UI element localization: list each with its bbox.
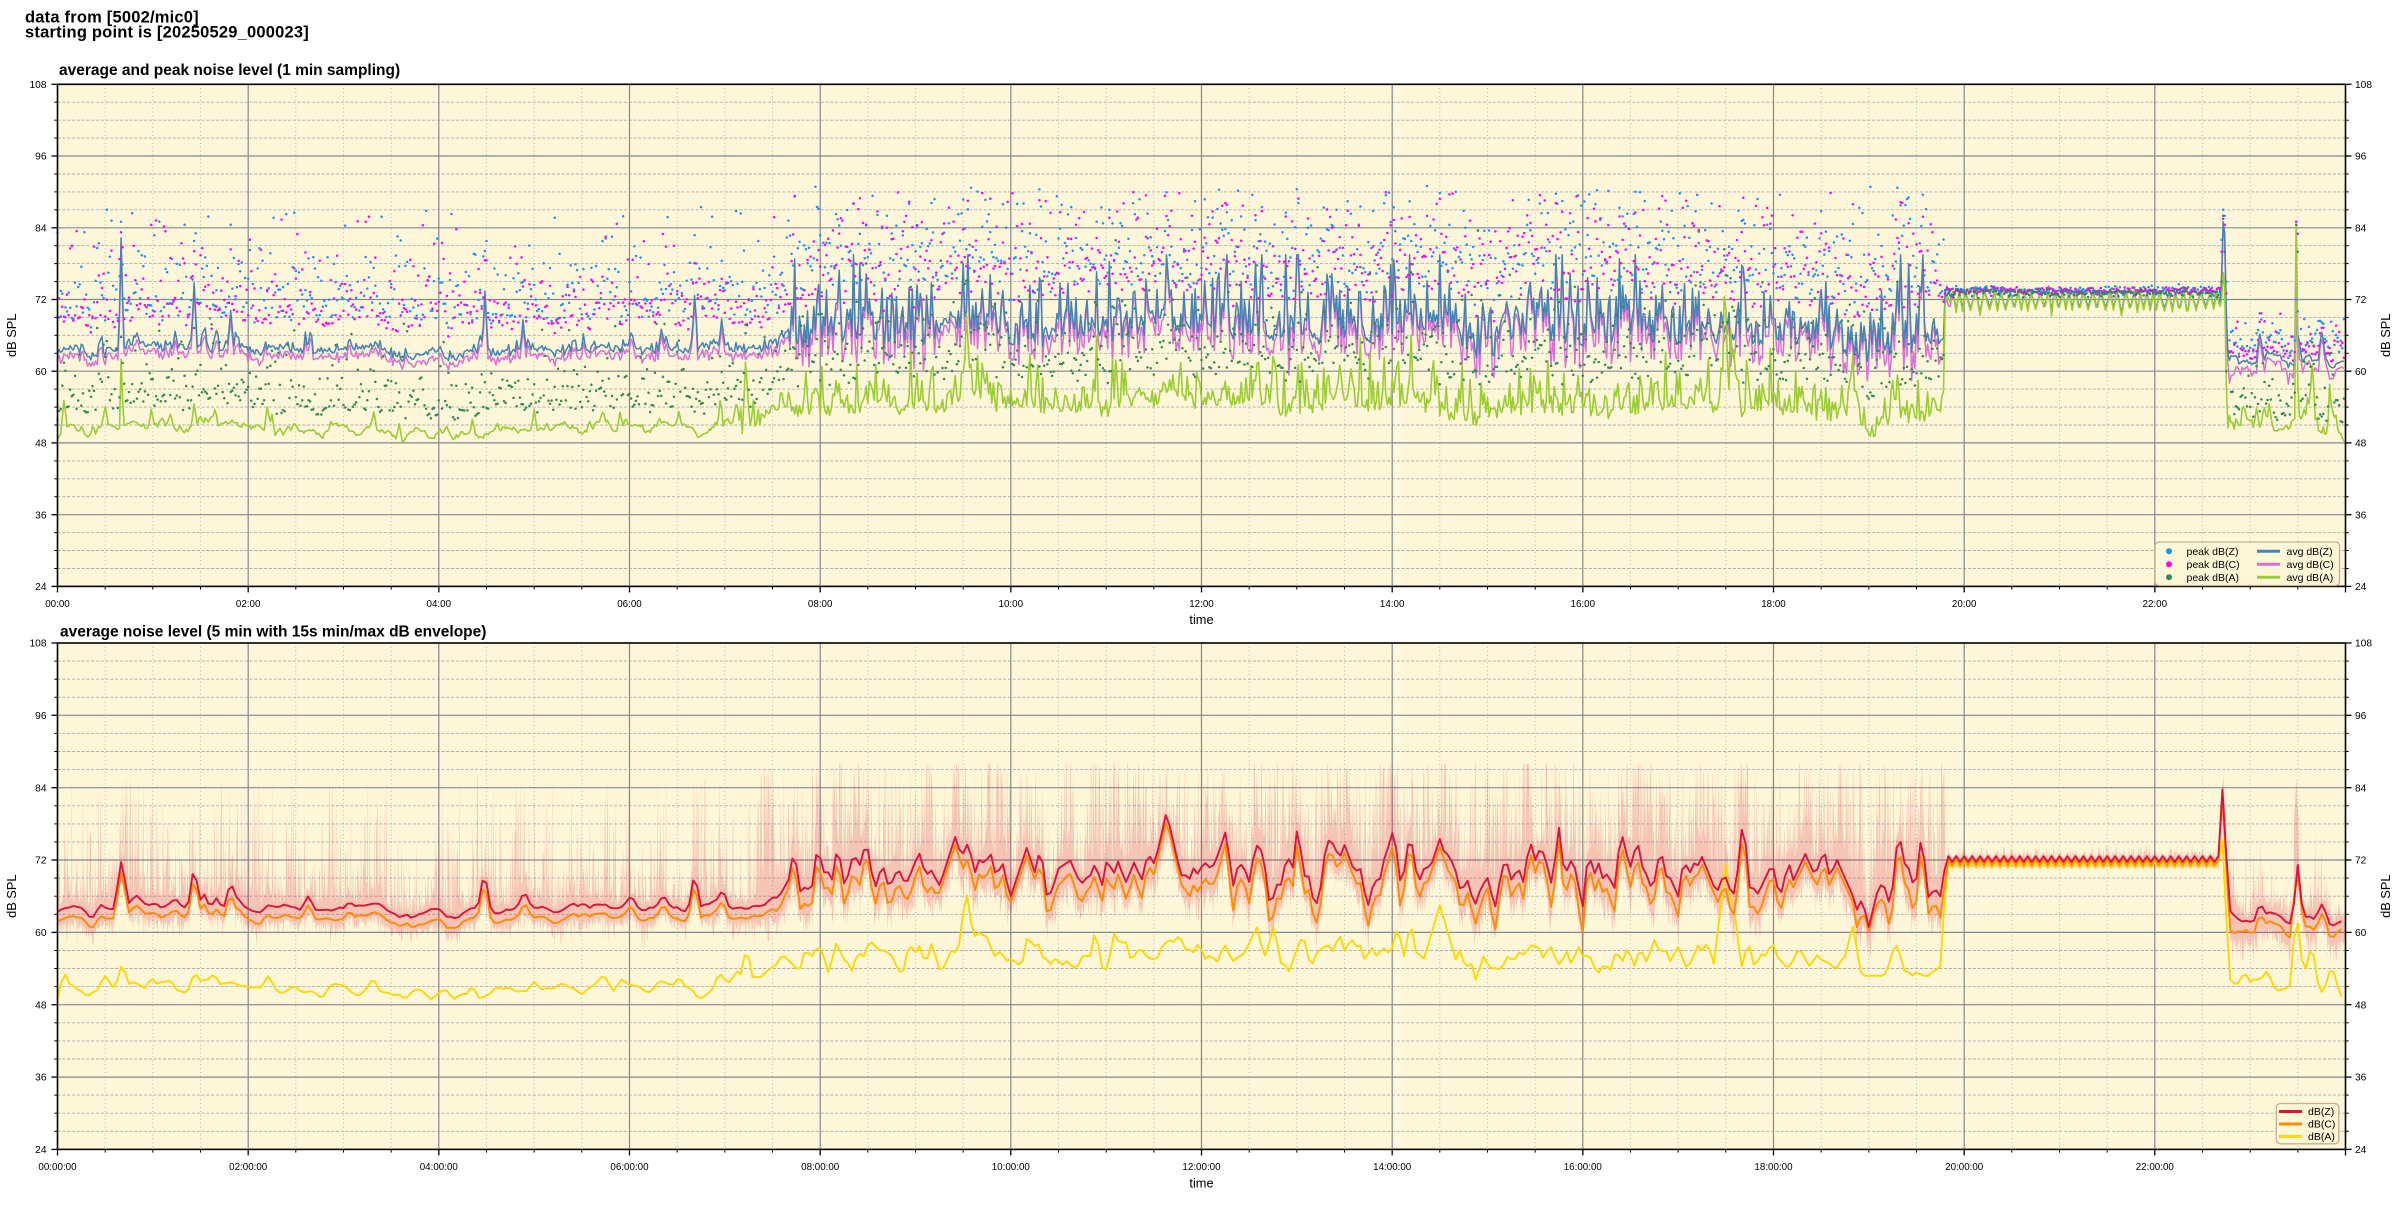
svg-text:12:00:00: 12:00:00 [1182, 1162, 1221, 1173]
svg-text:avg dB(C): avg dB(C) [2287, 559, 2334, 571]
svg-text:16:00: 16:00 [1571, 599, 1596, 610]
svg-text:10:00:00: 10:00:00 [992, 1162, 1031, 1173]
svg-text:dB SPL: dB SPL [4, 314, 19, 357]
svg-text:24: 24 [2355, 1145, 2367, 1156]
svg-text:20:00:00: 20:00:00 [1945, 1162, 1984, 1173]
svg-text:08:00:00: 08:00:00 [801, 1162, 840, 1173]
svg-text:dB(C): dB(C) [2308, 1119, 2335, 1131]
svg-text:36: 36 [2355, 1073, 2367, 1084]
svg-text:72: 72 [35, 295, 47, 306]
svg-text:72: 72 [35, 856, 47, 867]
svg-text:00:00: 00:00 [45, 599, 70, 610]
svg-text:48: 48 [35, 439, 47, 450]
svg-text:60: 60 [35, 928, 47, 939]
svg-text:08:00: 08:00 [808, 599, 833, 610]
svg-text:dB SPL: dB SPL [2378, 874, 2393, 917]
svg-text:18:00:00: 18:00:00 [1754, 1162, 1793, 1173]
svg-text:04:00:00: 04:00:00 [420, 1162, 459, 1173]
svg-text:108: 108 [2355, 639, 2372, 650]
svg-text:84: 84 [2355, 223, 2367, 234]
svg-text:14:00:00: 14:00:00 [1373, 1162, 1412, 1173]
svg-text:48: 48 [35, 1000, 47, 1011]
svg-text:48: 48 [2355, 439, 2367, 450]
svg-text:14:00: 14:00 [1380, 599, 1405, 610]
svg-text:96: 96 [2355, 152, 2367, 163]
svg-text:average and peak noise level (: average and peak noise level (1 min samp… [59, 62, 400, 79]
svg-text:dB SPL: dB SPL [4, 874, 19, 917]
svg-text:22:00:00: 22:00:00 [2136, 1162, 2175, 1173]
svg-text:60: 60 [2355, 928, 2367, 939]
svg-text:data from [5002/mic0]: data from [5002/mic0] [25, 9, 199, 27]
svg-text:84: 84 [2355, 783, 2367, 794]
svg-text:average noise level (5 min wit: average noise level (5 min with 15s min/… [60, 624, 486, 641]
svg-text:96: 96 [2355, 711, 2367, 722]
svg-text:06:00:00: 06:00:00 [610, 1162, 649, 1173]
svg-text:avg dB(A): avg dB(A) [2287, 572, 2334, 584]
svg-text:108: 108 [2355, 80, 2372, 91]
svg-text:06:00: 06:00 [617, 599, 642, 610]
svg-text:108: 108 [30, 639, 47, 650]
svg-text:24: 24 [2355, 582, 2367, 593]
svg-text:108: 108 [30, 80, 47, 91]
svg-text:12:00: 12:00 [1189, 599, 1214, 610]
svg-text:24: 24 [35, 582, 47, 593]
svg-text:dB(Z): dB(Z) [2308, 1106, 2334, 1118]
svg-text:84: 84 [35, 783, 47, 794]
svg-text:00:00:00: 00:00:00 [38, 1162, 77, 1173]
svg-text:peak dB(Z): peak dB(Z) [2187, 546, 2239, 558]
svg-text:36: 36 [35, 1073, 47, 1084]
svg-text:18:00: 18:00 [1761, 599, 1786, 610]
svg-text:02:00:00: 02:00:00 [229, 1162, 268, 1173]
svg-text:peak dB(A): peak dB(A) [2187, 572, 2240, 584]
svg-text:72: 72 [2355, 856, 2367, 867]
svg-text:starting point is [20250529_00: starting point is [20250529_000023] [25, 23, 309, 41]
svg-text:60: 60 [35, 367, 47, 378]
svg-text:24: 24 [35, 1145, 47, 1156]
svg-text:dB SPL: dB SPL [2378, 314, 2393, 357]
svg-text:10:00: 10:00 [999, 599, 1024, 610]
svg-text:time: time [1189, 1175, 1213, 1190]
svg-text:16:00:00: 16:00:00 [1564, 1162, 1603, 1173]
svg-text:96: 96 [35, 711, 47, 722]
svg-text:84: 84 [35, 223, 47, 234]
svg-text:dB(A): dB(A) [2308, 1131, 2335, 1143]
svg-text:22:00: 22:00 [2143, 599, 2168, 610]
svg-text:avg dB(Z): avg dB(Z) [2287, 546, 2333, 558]
svg-text:20:00: 20:00 [1952, 599, 1977, 610]
svg-text:36: 36 [2355, 510, 2367, 521]
svg-text:48: 48 [2355, 1000, 2367, 1011]
svg-text:72: 72 [2355, 295, 2367, 306]
svg-text:02:00: 02:00 [236, 599, 261, 610]
svg-text:time: time [1189, 612, 1213, 627]
svg-text:60: 60 [2355, 367, 2367, 378]
svg-text:36: 36 [35, 510, 47, 521]
svg-text:peak dB(C): peak dB(C) [2187, 559, 2240, 571]
svg-text:04:00: 04:00 [427, 599, 452, 610]
svg-text:96: 96 [35, 152, 47, 163]
